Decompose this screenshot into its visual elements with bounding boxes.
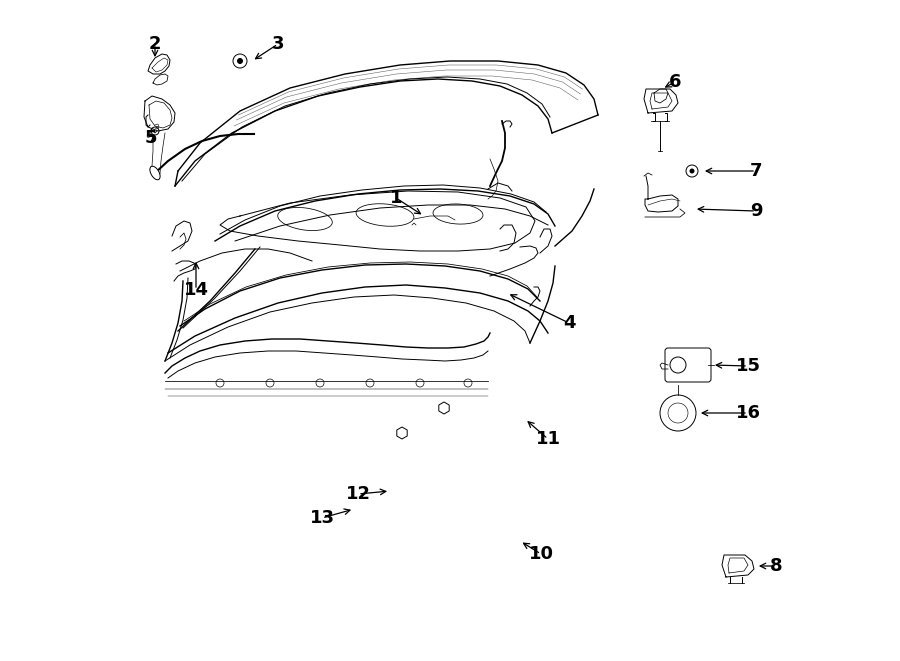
Text: 4: 4 bbox=[562, 314, 575, 332]
Text: 13: 13 bbox=[310, 509, 335, 527]
Text: 3: 3 bbox=[272, 35, 284, 53]
Text: 12: 12 bbox=[346, 485, 371, 503]
Text: 1: 1 bbox=[390, 189, 402, 207]
Text: 10: 10 bbox=[528, 545, 554, 563]
Ellipse shape bbox=[150, 166, 160, 180]
Circle shape bbox=[237, 58, 243, 64]
Text: 16: 16 bbox=[735, 404, 760, 422]
Text: 15: 15 bbox=[735, 357, 760, 375]
Text: 5: 5 bbox=[145, 129, 158, 147]
Text: 7: 7 bbox=[750, 162, 762, 180]
Circle shape bbox=[689, 169, 695, 173]
Text: 8: 8 bbox=[770, 557, 782, 575]
Text: 9: 9 bbox=[750, 202, 762, 220]
Text: 2: 2 bbox=[148, 35, 161, 53]
Text: 6: 6 bbox=[669, 73, 681, 91]
Text: 11: 11 bbox=[536, 430, 561, 448]
Text: 14: 14 bbox=[184, 281, 209, 299]
